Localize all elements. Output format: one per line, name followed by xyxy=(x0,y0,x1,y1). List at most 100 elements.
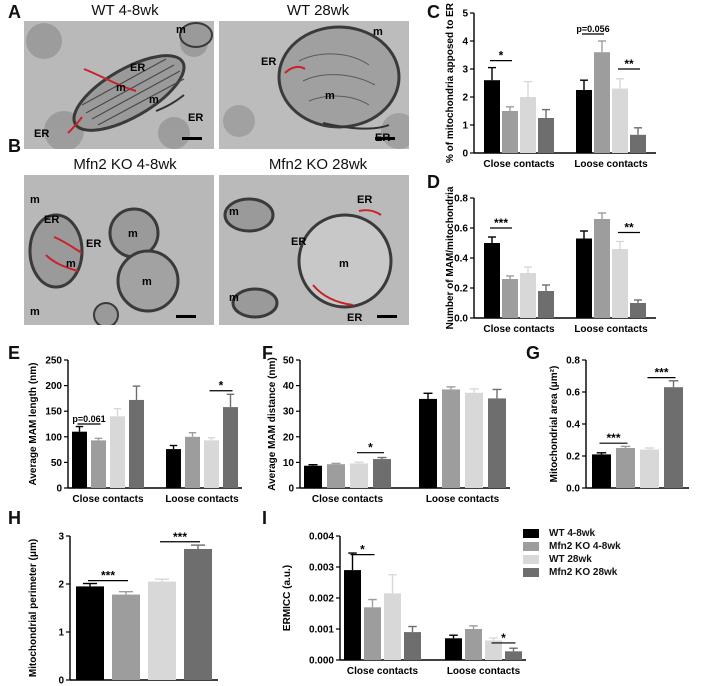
bar xyxy=(505,651,522,660)
legend-label: Mfn2 KO 4-8wk xyxy=(549,541,621,552)
micrograph-label: m xyxy=(373,26,383,38)
significance-label: * xyxy=(499,49,504,63)
y-tick-label: 3 xyxy=(462,65,468,76)
bar xyxy=(184,548,212,680)
bar xyxy=(304,465,322,488)
legend-item: WT 4-8wk xyxy=(523,527,621,540)
bar xyxy=(327,464,345,488)
bar xyxy=(364,607,381,660)
bar xyxy=(502,279,518,318)
panel-letter-b: B xyxy=(8,136,21,156)
bar xyxy=(576,238,592,318)
y-tick-label: 3 xyxy=(58,532,64,543)
bar xyxy=(594,219,610,318)
y-tick-label: 0 xyxy=(462,149,468,160)
micrograph-title: Mfn2 KO 28wk xyxy=(268,156,368,173)
significance-label: ** xyxy=(624,57,634,71)
bar xyxy=(640,449,659,488)
y-axis-title: Average MAM length (nm) xyxy=(28,363,39,486)
micrograph-label: ER xyxy=(188,112,203,124)
y-tick-label: 0.4 xyxy=(454,254,468,265)
bar xyxy=(538,118,554,153)
category-label: Close contacts xyxy=(347,666,419,677)
category-label: Close contacts xyxy=(483,159,555,170)
y-tick-label: 20 xyxy=(283,432,295,443)
legend: WT 4-8wk Mfn2 KO 4-8wk WT 28wk Mfn2 KO 2… xyxy=(523,527,621,579)
y-tick-label: 2 xyxy=(58,580,64,591)
micrograph-label: m xyxy=(66,258,76,270)
bar xyxy=(520,273,536,318)
legend-label: Mfn2 KO 28wk xyxy=(549,567,618,578)
category-label: Close contacts xyxy=(483,324,555,335)
y-tick-label: 0.0 xyxy=(566,484,580,495)
legend-swatch xyxy=(523,529,539,538)
legend-label: WT 28wk xyxy=(549,554,592,565)
y-tick-label: 2 xyxy=(462,93,468,104)
y-tick-label: 0.004 xyxy=(309,532,334,543)
legend-label: WT 4-8wk xyxy=(549,528,596,539)
bar xyxy=(484,80,500,153)
category-label: Loose contacts xyxy=(574,159,648,170)
y-tick-label: 0.8 xyxy=(566,356,580,367)
y-tick-label: 5 xyxy=(462,9,468,20)
legend-swatch xyxy=(523,568,539,577)
bar xyxy=(91,440,106,488)
y-axis-title: Mitochondrial area (μm²) xyxy=(549,366,560,483)
y-tick-label: 0.2 xyxy=(566,452,580,463)
bar xyxy=(538,291,554,318)
micrograph-mfn2-ko-28wk: m ER m m ER ER xyxy=(219,175,409,325)
micrograph-label: m xyxy=(30,194,40,206)
micrograph-label: ER xyxy=(375,132,390,144)
y-axis-title: Mitochondrial perimeter (μm) xyxy=(28,539,39,677)
bar xyxy=(76,586,104,680)
y-tick-label: 10 xyxy=(283,458,295,469)
bar xyxy=(185,436,200,488)
significance-label: *** xyxy=(606,431,620,445)
micrograph-label: ER xyxy=(86,238,101,250)
bar xyxy=(445,638,462,660)
bar xyxy=(384,593,401,660)
y-tick-label: 1 xyxy=(462,121,468,132)
y-tick-label: 30 xyxy=(283,407,295,418)
legend-item: Mfn2 KO 28wk xyxy=(523,566,621,579)
y-tick-label: 200 xyxy=(45,381,62,392)
y-tick-label: 0.002 xyxy=(309,594,334,605)
micrograph-title: Mfn2 KO 4-8wk xyxy=(73,156,177,173)
y-tick-label: 250 xyxy=(45,356,62,367)
micrograph-label: m xyxy=(149,94,159,106)
y-tick-label: 1 xyxy=(58,628,64,639)
panel-letter-e: E xyxy=(8,343,21,363)
bar xyxy=(616,448,635,488)
bar xyxy=(630,303,646,318)
micrograph-label: m xyxy=(142,276,152,288)
panel-letter-c: C xyxy=(427,2,440,22)
significance-label: *** xyxy=(654,366,668,380)
panel-letter-a: A xyxy=(8,2,21,22)
bar xyxy=(129,399,144,488)
micrograph-label: m xyxy=(30,306,40,318)
significance-label: p=0.061 xyxy=(72,414,105,424)
y-tick-label: 0.2 xyxy=(454,284,468,295)
significance-label: * xyxy=(501,631,506,645)
y-tick-label: 0.003 xyxy=(309,563,334,574)
panel-letter-f: F xyxy=(262,343,273,363)
significance-label: *** xyxy=(494,216,508,230)
micrograph-label: ER xyxy=(347,312,362,324)
bar xyxy=(204,440,219,488)
y-tick-label: 4 xyxy=(462,37,468,48)
y-tick-label: 40 xyxy=(283,381,295,392)
y-tick-label: 150 xyxy=(45,407,62,418)
legend-item: WT 28wk xyxy=(523,553,621,566)
bar xyxy=(350,463,368,488)
bar xyxy=(484,243,500,318)
bar xyxy=(592,454,611,488)
micrograph-label: ER xyxy=(34,128,49,140)
category-label: Loose contacts xyxy=(447,666,521,677)
bar xyxy=(442,389,460,488)
micrograph-label: ER xyxy=(291,236,306,248)
significance-label: * xyxy=(219,379,224,393)
bar xyxy=(465,629,482,660)
y-axis-title: Number of MAM/mitochondria xyxy=(445,186,456,329)
y-tick-label: 50 xyxy=(51,458,63,469)
y-tick-label: 0.8 xyxy=(454,194,468,205)
